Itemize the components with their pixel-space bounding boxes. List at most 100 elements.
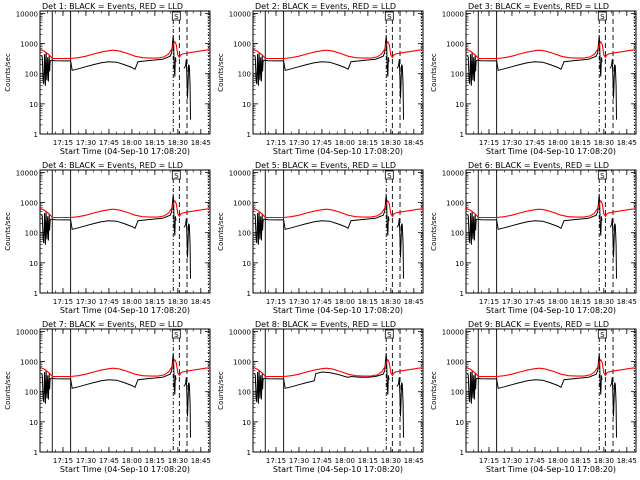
x-tick-label: 18:45 bbox=[617, 298, 637, 306]
events-series-tail bbox=[183, 218, 191, 279]
y-tick-label: 1000 bbox=[20, 359, 38, 367]
x-tick-label: 17:30 bbox=[289, 139, 309, 147]
x-tick-label: 18:30 bbox=[594, 139, 614, 147]
y-tick-label: 10 bbox=[455, 419, 464, 427]
events-series-main bbox=[263, 194, 390, 236]
events-series-main bbox=[50, 194, 177, 236]
plot-frame bbox=[252, 10, 424, 135]
y-tick-label: 10000 bbox=[229, 10, 251, 18]
x-tick-label: 17:45 bbox=[525, 457, 545, 465]
x-tick-label: 17:45 bbox=[312, 298, 332, 306]
y-axis-label: Counts/sec bbox=[217, 212, 225, 251]
events-series-early bbox=[41, 370, 52, 404]
events-series-early bbox=[467, 211, 478, 245]
y-tick-label: 1000 bbox=[446, 359, 464, 367]
annotation-box bbox=[384, 170, 394, 180]
x-tick-label: 17:15 bbox=[53, 139, 73, 147]
lld-series bbox=[466, 199, 636, 219]
y-tick-label: 10 bbox=[242, 419, 251, 427]
x-tick-label: 18:30 bbox=[168, 298, 188, 306]
y-tick-label: 10 bbox=[29, 101, 38, 109]
events-series-early bbox=[254, 211, 265, 245]
events-series-tail bbox=[396, 59, 404, 120]
events-series-tail bbox=[609, 59, 617, 120]
plot-frame bbox=[252, 328, 424, 453]
panel-det-3: 1 10 100 1000 10000 17:15 17:30 17:45 18:00 18:15… bbox=[430, 2, 637, 156]
x-tick-label: 18:00 bbox=[335, 298, 355, 306]
x-tick-label: 18:00 bbox=[548, 298, 568, 306]
panel-title: Det 1: BLACK = Events, RED = LLD bbox=[42, 2, 183, 11]
y-tick-label: 100 bbox=[451, 71, 464, 79]
x-tick-label: 17:30 bbox=[502, 298, 522, 306]
annotation-box bbox=[597, 170, 607, 180]
x-axis-label: Start Time (04-Sep-10 17:08:20) bbox=[60, 306, 190, 315]
events-series-early bbox=[254, 370, 265, 404]
panel-det-1: 1 10 100 1000 10000 17:15 17:30 17:45 18:00 18:15… bbox=[4, 2, 211, 156]
x-tick-label: 17:45 bbox=[99, 298, 119, 306]
events-series-tail bbox=[183, 377, 191, 438]
events-series-early bbox=[41, 52, 52, 86]
y-tick-label: 10000 bbox=[442, 328, 464, 336]
x-tick-label: 18:00 bbox=[122, 139, 142, 147]
x-tick-label: 18:00 bbox=[122, 457, 142, 465]
x-tick-label: 17:15 bbox=[53, 457, 73, 465]
lld-series bbox=[40, 358, 210, 378]
x-tick-label: 18:45 bbox=[404, 298, 424, 306]
panel-title: Det 4: BLACK = Events, RED = LLD bbox=[42, 161, 183, 170]
x-tick-label: 18:00 bbox=[335, 457, 355, 465]
x-axis-label: Start Time (04-Sep-10 17:08:20) bbox=[486, 306, 616, 315]
events-series-main bbox=[263, 353, 390, 395]
y-tick-label: 1 bbox=[34, 449, 38, 457]
lld-series bbox=[253, 358, 423, 378]
y-tick-label: 1 bbox=[247, 131, 251, 139]
y-tick-label: 100 bbox=[238, 71, 251, 79]
x-tick-label: 18:15 bbox=[571, 139, 591, 147]
x-tick-label: 18:15 bbox=[145, 457, 165, 465]
x-tick-label: 17:15 bbox=[479, 139, 499, 147]
y-axis-label: Counts/sec bbox=[430, 53, 438, 92]
annotation-box bbox=[384, 329, 394, 339]
x-tick-label: 18:45 bbox=[617, 139, 637, 147]
events-series-early bbox=[467, 370, 478, 404]
panel-det-9: 1 10 100 1000 10000 17:15 17:30 17:45 18:00 18:15… bbox=[430, 320, 637, 474]
x-tick-label: 18:00 bbox=[335, 139, 355, 147]
plot-frame bbox=[39, 169, 211, 294]
x-tick-label: 17:45 bbox=[99, 139, 119, 147]
x-axis-label: Start Time (04-Sep-10 17:08:20) bbox=[486, 465, 616, 474]
y-tick-label: 100 bbox=[451, 230, 464, 238]
x-tick-label: 17:45 bbox=[312, 139, 332, 147]
y-tick-label: 10000 bbox=[442, 169, 464, 177]
y-axis-label: Counts/sec bbox=[4, 371, 12, 410]
events-series-tail bbox=[396, 218, 404, 279]
events-series-main bbox=[476, 194, 603, 236]
panel-det-8: 1 10 100 1000 10000 17:15 17:30 17:45 18:00 18:15… bbox=[217, 320, 424, 474]
y-tick-label: 100 bbox=[451, 389, 464, 397]
plot-frame bbox=[252, 169, 424, 294]
y-axis-label: Counts/sec bbox=[217, 53, 225, 92]
y-tick-label: 10000 bbox=[16, 169, 38, 177]
x-tick-label: 18:15 bbox=[358, 298, 378, 306]
y-tick-label: 10 bbox=[242, 260, 251, 268]
x-tick-label: 18:15 bbox=[571, 457, 591, 465]
plot-frame bbox=[465, 10, 637, 135]
x-axis-label: Start Time (04-Sep-10 17:08:20) bbox=[273, 306, 403, 315]
y-tick-label: 10 bbox=[455, 101, 464, 109]
x-tick-label: 17:45 bbox=[312, 457, 332, 465]
y-tick-label: 10000 bbox=[16, 10, 38, 18]
y-axis-label: Counts/sec bbox=[430, 212, 438, 251]
panel-title: Det 8: BLACK = Events, RED = LLD bbox=[255, 320, 396, 329]
events-series-tail bbox=[396, 377, 404, 438]
y-tick-label: 10 bbox=[242, 101, 251, 109]
y-tick-label: 1000 bbox=[233, 41, 251, 49]
x-axis-label: Start Time (04-Sep-10 17:08:20) bbox=[60, 465, 190, 474]
annotation-label: S bbox=[387, 172, 392, 180]
x-tick-label: 17:15 bbox=[266, 139, 286, 147]
lld-series bbox=[466, 358, 636, 378]
events-series-early bbox=[254, 52, 265, 86]
annotation-label: S bbox=[387, 13, 392, 21]
panel-det-4: 1 10 100 1000 10000 17:15 17:30 17:45 18:00 18:15… bbox=[4, 161, 211, 315]
y-axis-label: Counts/sec bbox=[217, 371, 225, 410]
y-tick-label: 1 bbox=[34, 290, 38, 298]
annotation-label: S bbox=[387, 331, 392, 339]
